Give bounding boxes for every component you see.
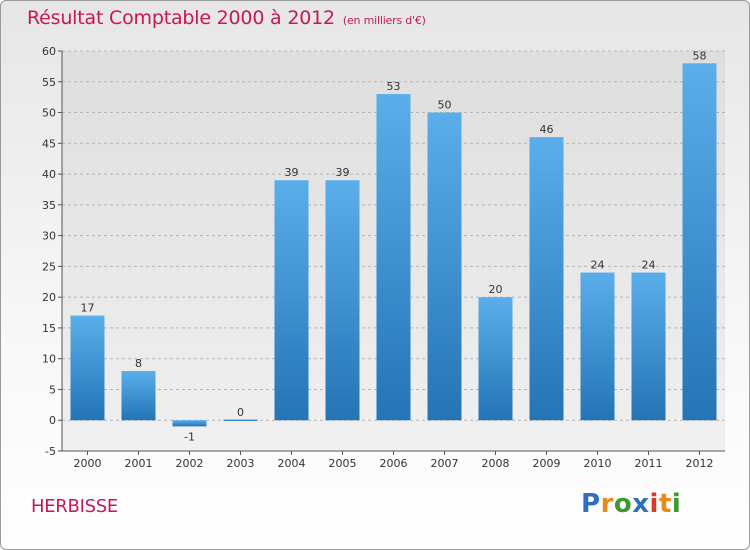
bar [478,297,513,421]
x-tick-label: 2005 [329,457,357,470]
x-tick-label: 2011 [635,457,663,470]
x-tick-label: 2009 [533,457,561,470]
x-tick-label: 2004 [278,457,306,470]
bar [427,112,462,421]
y-tick-label: 40 [42,168,56,181]
data-label: 20 [489,283,503,296]
x-tick-label: 2012 [686,457,714,470]
logo-letter: r [600,489,614,519]
y-tick-label: 10 [42,353,56,366]
x-tick-label: 2006 [380,457,408,470]
x-tick-label: 2000 [74,457,102,470]
logo-letter: i [649,489,659,519]
bar [376,94,411,421]
logo-letter: o [613,489,633,519]
y-tick-label: 50 [42,107,56,120]
data-label: 58 [693,49,707,62]
logo-letter: x [632,489,650,519]
data-label: 0 [237,406,244,419]
x-tick-label: 2010 [584,457,612,470]
y-tick-label: 20 [42,291,56,304]
data-label: 39 [285,166,299,179]
bar [121,371,156,421]
x-tick-label: 2003 [227,457,255,470]
y-tick-label: 5 [49,383,56,396]
x-tick-label: 2007 [431,457,459,470]
x-axis: 2000 2001 2002 2003 2004 2005 2006 2007 2008 2009… [62,450,725,470]
data-label: 24 [591,259,605,272]
y-tick-label: 15 [42,322,56,335]
bar [70,315,105,421]
data-label: 24 [642,259,656,272]
bar [223,419,258,421]
y-tick-label: 60 [42,45,56,58]
data-label: 53 [387,80,401,93]
bar [631,272,666,421]
data-label: -1 [184,430,195,443]
logo-letter: P [581,489,601,519]
data-label: 39 [336,166,350,179]
commune-name: HERBISSE [31,496,118,517]
y-tick-label: 55 [42,76,56,89]
y-tick-label: 25 [42,260,56,273]
data-label: 50 [438,99,452,112]
y-tick-label: 30 [42,230,56,243]
data-label: 17 [81,302,95,315]
y-tick-label: 45 [42,137,56,150]
bar [274,180,309,421]
data-labels: 17 8 -1 0 39 39 53 50 20 46 24 24 58 [81,49,707,443]
x-tick-label: 2002 [176,457,204,470]
x-tick-label: 2008 [482,457,510,470]
y-tick-label: 35 [42,199,56,212]
bars [70,63,717,427]
chart-subtitle: (en milliers d'€) [342,14,426,27]
proxiti-logo[interactable]: Proxiti [581,489,681,519]
bar [325,180,360,421]
logo-letter: i [671,489,682,519]
data-label: 46 [540,123,554,136]
y-tick-label: -5 [45,445,56,458]
y-axis: -5 0 5 10 15 20 25 30 35 40 45 50 55 60 [42,45,63,458]
chart-title-text: Résultat Comptable 2000 à 2012 [27,7,335,29]
chart-title: Résultat Comptable 2000 à 2012 (en millie… [27,7,426,29]
x-tick-label: 2001 [125,457,153,470]
logo-letter: t [658,489,672,519]
bar [172,420,207,427]
data-label: 8 [135,357,142,370]
bar [682,63,717,421]
bar [529,137,564,421]
y-tick-label: 0 [49,414,56,427]
bar [580,272,615,421]
